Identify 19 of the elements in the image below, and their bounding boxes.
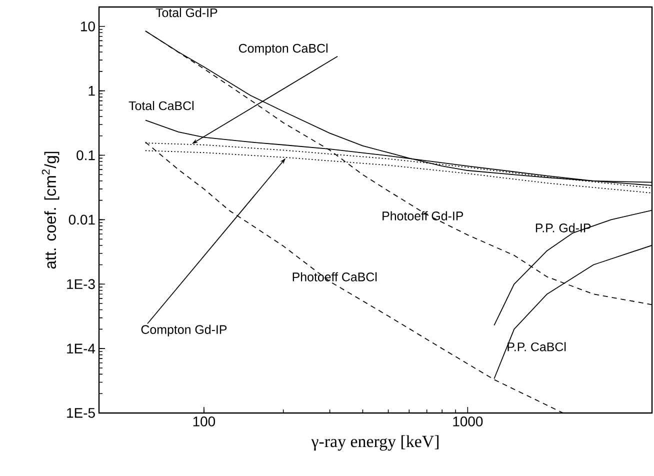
y-tick-label: 1E-4 (67, 344, 96, 354)
y-tick-label: 10 (81, 21, 95, 32)
x-tick-label: 100 (193, 416, 216, 426)
series-label: P.P. CaBCl (508, 342, 566, 352)
series-label: Total Gd-IP (156, 8, 218, 18)
y-tick-label: 1E-3 (67, 279, 95, 290)
y-tick-label: 1 (88, 86, 95, 96)
y-tick-label: 0.1 (76, 150, 95, 160)
legend-label: Total CaBCl (128, 101, 194, 110)
y-axis-title: att. coef. [cm$^{2}$/g] (42, 152, 60, 269)
text: Compton Gd-IP (141, 324, 227, 336)
text: Compton CaBCl (238, 44, 328, 56)
series-label: Photoeff CaBCl (292, 272, 377, 282)
y-tick-label: 0.01 (68, 214, 95, 225)
x-tick-label: 1000 (453, 416, 483, 426)
series-label: Photoeff Gd-IP (382, 211, 464, 220)
y-tick-label: 1E-5 (67, 408, 95, 418)
x-axis-title: γ-ray energy [keV] (311, 435, 438, 451)
series-label: P.P. Gd-IP (536, 223, 591, 232)
